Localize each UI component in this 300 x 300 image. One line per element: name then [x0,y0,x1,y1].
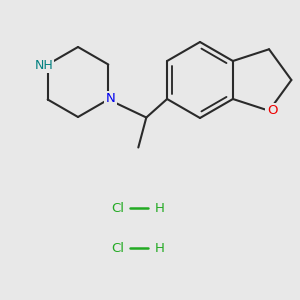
Text: O: O [267,104,277,117]
Text: Cl: Cl [112,242,124,254]
Text: H: H [155,242,165,254]
Text: Cl: Cl [112,202,124,214]
Text: H: H [155,202,165,214]
Text: NH: NH [34,59,53,72]
Text: N: N [105,92,115,105]
